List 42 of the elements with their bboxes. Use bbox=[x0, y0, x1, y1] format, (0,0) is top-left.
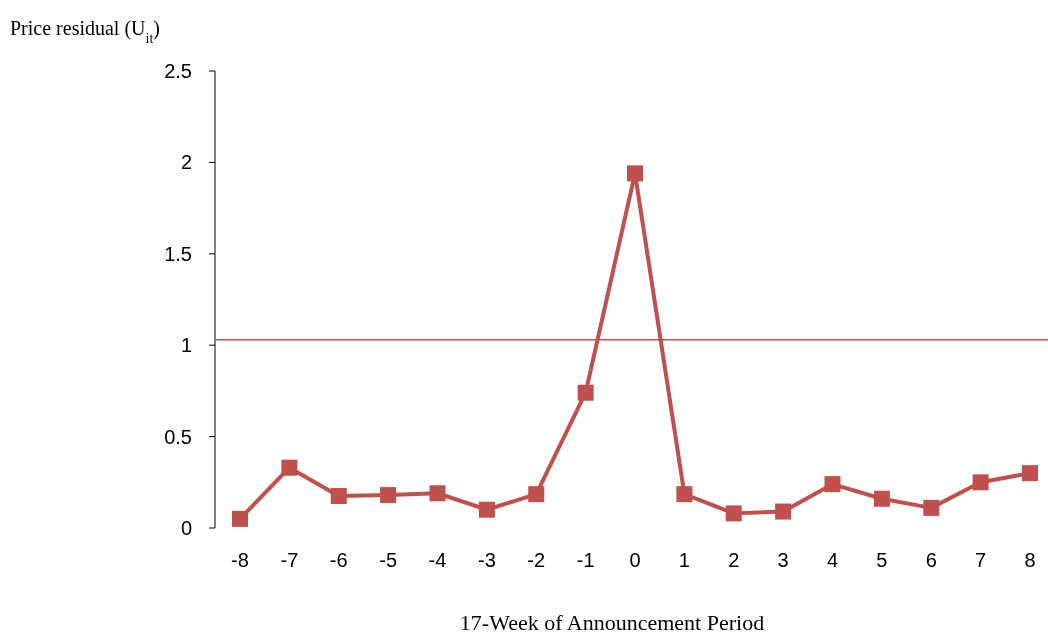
x-tick-label: 3 bbox=[777, 549, 789, 571]
y-tick-label: 2 bbox=[180, 151, 192, 174]
x-tick-label: 6 bbox=[925, 549, 937, 571]
y-tick-label: 2.5 bbox=[164, 60, 192, 82]
point bbox=[873, 490, 890, 507]
point bbox=[380, 487, 397, 504]
x-tick-label: 0 bbox=[629, 549, 641, 571]
point bbox=[478, 501, 495, 518]
point bbox=[429, 485, 446, 502]
x-tick-label: -3 bbox=[477, 549, 496, 571]
x-tick-label: -1 bbox=[576, 549, 595, 571]
x-tick-label: -8 bbox=[231, 549, 249, 571]
x-tick-label: -4 bbox=[428, 549, 447, 571]
point bbox=[824, 476, 841, 493]
y-tick-label: 0.5 bbox=[164, 425, 192, 448]
point bbox=[330, 488, 347, 505]
x-tick-label: -7 bbox=[280, 549, 299, 571]
x-tick-label: 4 bbox=[826, 549, 839, 571]
point bbox=[232, 510, 248, 527]
y-axis-title: Price residual (U$_{it}$) bbox=[10, 17, 160, 46]
point bbox=[1022, 465, 1038, 482]
x-tick-label: 5 bbox=[876, 549, 888, 571]
x-tick-label: 2 bbox=[728, 549, 740, 571]
point bbox=[281, 459, 298, 476]
y-tick-label: 1.5 bbox=[164, 242, 192, 265]
point bbox=[923, 499, 940, 516]
y-tick-label: 0 bbox=[180, 517, 192, 539]
x-axis-title: 17-Week of Announcement Period bbox=[459, 610, 765, 633]
point bbox=[577, 384, 594, 401]
x-tick-label: 7 bbox=[975, 549, 987, 571]
point bbox=[972, 474, 989, 491]
x-tick-label: -6 bbox=[329, 549, 348, 571]
x-tick-label: 8 bbox=[1024, 549, 1036, 571]
point bbox=[528, 486, 545, 503]
x-tick-label: 1 bbox=[678, 549, 690, 571]
y-tick-label: 1 bbox=[180, 334, 192, 357]
point bbox=[627, 165, 643, 182]
point bbox=[676, 486, 693, 503]
x-tick-label: -5 bbox=[379, 549, 398, 571]
x-tick-label: -2 bbox=[527, 549, 546, 571]
point bbox=[725, 505, 742, 522]
point bbox=[775, 503, 792, 520]
